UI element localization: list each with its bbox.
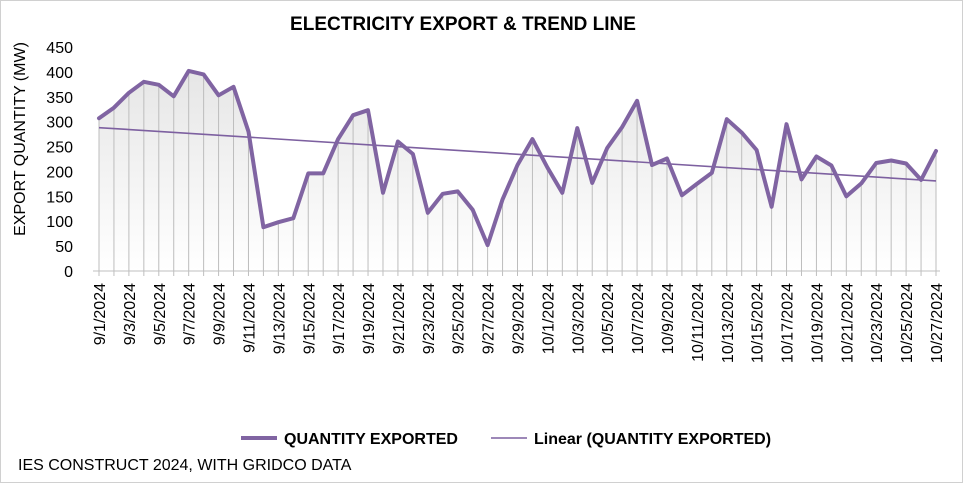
x-tick-label: 9/21/2024 bbox=[391, 283, 408, 354]
x-tick-label: 10/13/2024 bbox=[720, 283, 737, 363]
x-tick-label: 10/19/2024 bbox=[809, 283, 826, 363]
x-tick-label: 9/1/2024 bbox=[92, 283, 109, 345]
x-tick-label: 10/11/2024 bbox=[690, 283, 707, 362]
x-tick-label: 9/23/2024 bbox=[421, 283, 438, 354]
x-tick-label: 9/13/2024 bbox=[271, 283, 288, 354]
y-tick-label: 400 bbox=[46, 65, 73, 82]
x-tick-label: 10/7/2024 bbox=[630, 283, 647, 354]
y-ticks: 0 50 100 150 200 250 300 350 400 450 bbox=[46, 40, 73, 281]
y-tick-label: 250 bbox=[46, 140, 73, 157]
x-ticks: 9/1/2024 9/3/2024 9/5/2024 9/7/2024 9/9/2024… bbox=[92, 271, 946, 363]
x-tick-label: 10/25/2024 bbox=[899, 283, 916, 363]
y-tick-label: 0 bbox=[64, 264, 73, 281]
x-tick-label: 10/9/2024 bbox=[660, 283, 677, 354]
x-tick-label: 10/23/2024 bbox=[869, 283, 886, 363]
series-layer bbox=[97, 68, 938, 248]
x-tick-label: 10/3/2024 bbox=[570, 283, 587, 354]
legend: QUANTITY EXPORTED Linear (QUANTITY EXPOR… bbox=[241, 431, 771, 448]
x-tick-label: 10/1/2024 bbox=[540, 283, 557, 354]
trend-layer bbox=[98, 126, 937, 182]
x-tick-label: 10/17/2024 bbox=[780, 283, 797, 363]
x-tick-label: 9/25/2024 bbox=[451, 283, 468, 354]
y-tick-label: 150 bbox=[46, 189, 73, 206]
x-tick-label: 10/27/2024 bbox=[929, 283, 946, 363]
y-tick-label: 350 bbox=[46, 90, 73, 107]
x-tick-label: 10/5/2024 bbox=[600, 283, 617, 354]
trend-line bbox=[98, 126, 937, 182]
drop-lines bbox=[98, 70, 937, 271]
legend-label-linear-trend: Linear (QUANTITY EXPORTED) bbox=[534, 431, 771, 448]
x-tick-label: 9/5/2024 bbox=[152, 283, 169, 345]
y-tick-label: 300 bbox=[46, 115, 73, 132]
y-tick-label: 200 bbox=[46, 164, 73, 181]
x-tick-label: 9/11/2024 bbox=[241, 283, 258, 353]
x-tick-label: 9/17/2024 bbox=[331, 283, 348, 354]
y-tick-label: 50 bbox=[55, 239, 73, 256]
x-tick-label: 9/19/2024 bbox=[361, 283, 378, 354]
x-tick-label: 9/15/2024 bbox=[301, 283, 318, 354]
x-tick-label: 9/29/2024 bbox=[511, 283, 528, 354]
x-tick-label: 9/9/2024 bbox=[212, 283, 229, 345]
x-tick-label: 9/3/2024 bbox=[122, 283, 139, 345]
y-tick-label: 100 bbox=[46, 214, 73, 231]
series-line-quantity-exported bbox=[97, 68, 938, 248]
legend-label-quantity-exported: QUANTITY EXPORTED bbox=[284, 431, 458, 448]
chart-title: ELECTRICITY EXPORT & TREND LINE bbox=[290, 14, 636, 35]
source-note: IES CONSTRUCT 2024, WITH GRIDCO DATA bbox=[18, 457, 352, 474]
y-axis-label: EXPORT QUANTITY (MW) bbox=[12, 42, 29, 236]
x-tick-label: 10/15/2024 bbox=[750, 283, 767, 363]
y-tick-label: 450 bbox=[46, 40, 73, 57]
x-tick-label: 9/7/2024 bbox=[182, 283, 199, 345]
x-tick-label: 10/21/2024 bbox=[839, 283, 856, 363]
x-tick-label: 9/27/2024 bbox=[481, 283, 498, 354]
